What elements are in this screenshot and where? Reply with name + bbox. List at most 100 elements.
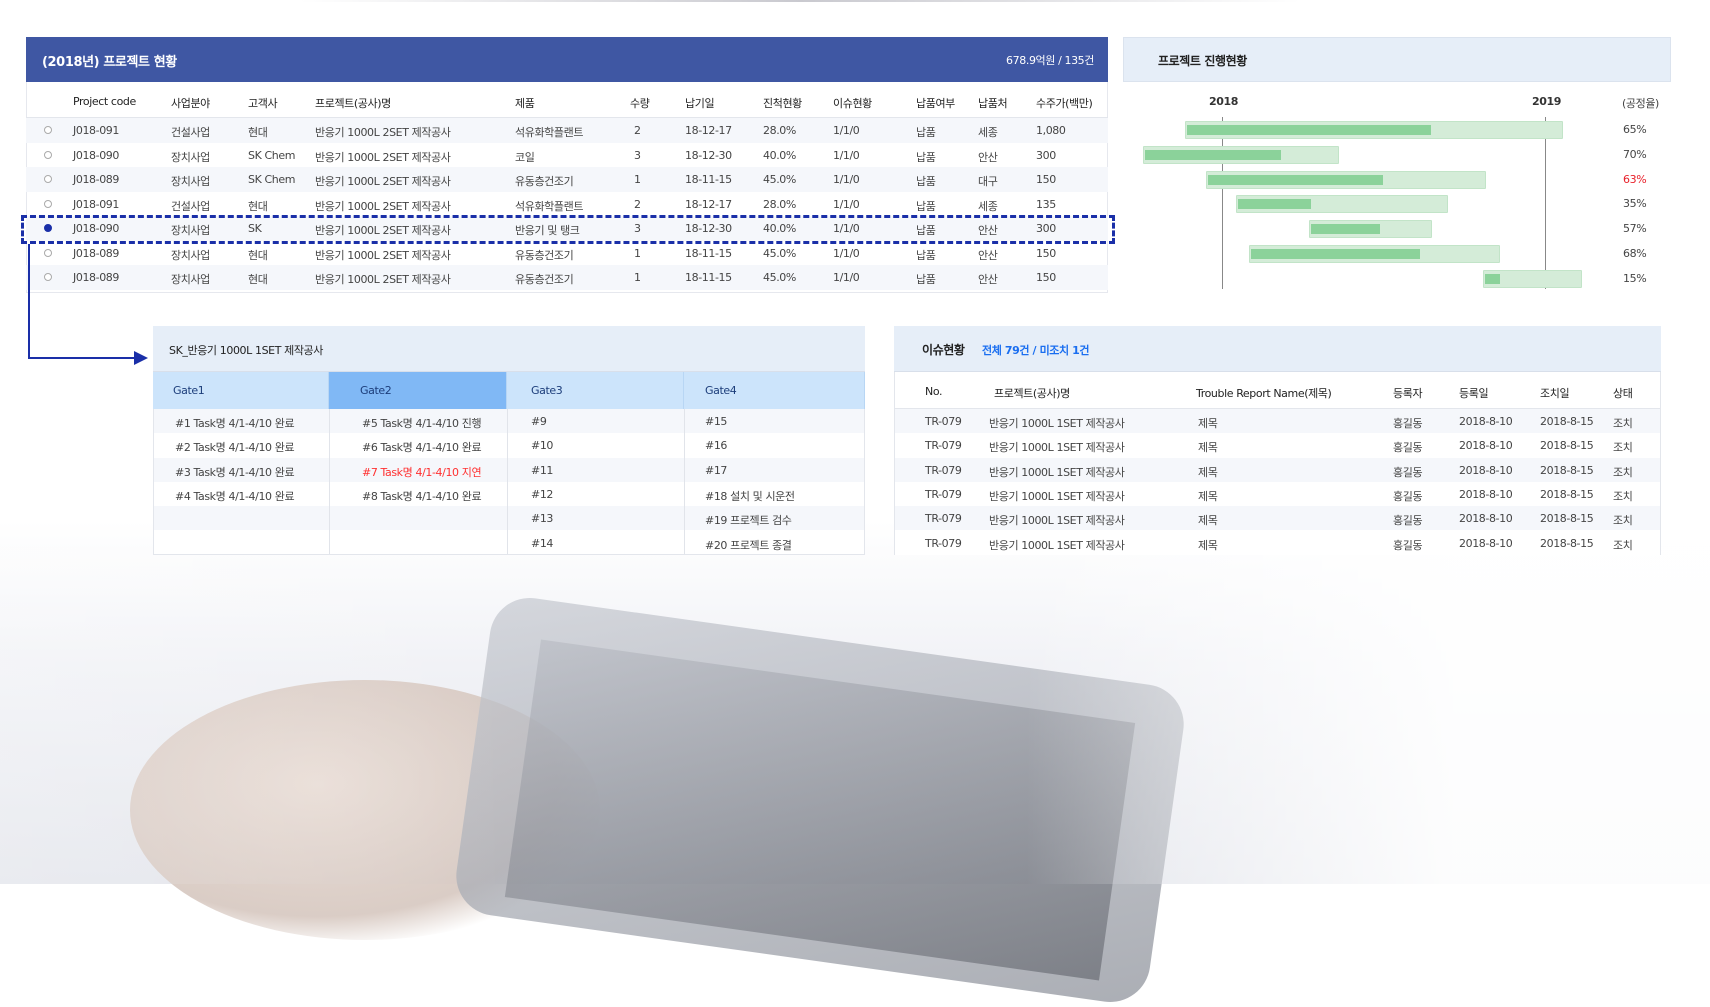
header-divider: [26, 117, 1108, 118]
progress-rate: 70%: [1623, 147, 1647, 161]
issue-row[interactable]: [895, 530, 1660, 555]
table-cell: 반응기 및 탱크: [515, 224, 580, 237]
gate-task[interactable]: #3 Task명 4/1-4/10 완료: [175, 465, 295, 479]
column-header: 납기일: [685, 97, 715, 110]
row-radio[interactable]: [44, 224, 52, 232]
issue-row[interactable]: [895, 481, 1660, 507]
table-cell: 45.0%: [763, 173, 796, 186]
gate-task[interactable]: #8 Task명 4/1-4/10 완료: [362, 489, 482, 503]
issue-cell: 홍길동: [1393, 465, 1423, 479]
table-cell: 1/1/0: [833, 124, 860, 137]
table-cell: 세종: [978, 199, 998, 213]
row-radio[interactable]: [44, 199, 52, 208]
gate-task[interactable]: #16: [705, 439, 728, 453]
gate-task[interactable]: #20 프로젝트 종결: [705, 538, 792, 552]
table-cell: 1/1/0: [833, 173, 860, 186]
table-cell: 28.0%: [763, 197, 796, 211]
gantt-bar[interactable]: [1482, 269, 1583, 288]
gate-label: Gate2: [360, 384, 392, 397]
table-cell: SK: [248, 222, 262, 235]
table-row[interactable]: [26, 167, 1108, 192]
gate-task[interactable]: #19 프로젝트 검수: [705, 514, 792, 528]
table-cell: 1/1/0: [833, 148, 860, 162]
gate-panel-title: SK_반응기 1000L 1SET 제작공사: [169, 344, 323, 357]
table-cell: 18-12-17: [685, 197, 732, 211]
gate-label: Gate1: [173, 384, 205, 397]
issue-summary[interactable]: 전체 79건 / 미조치 1건: [982, 344, 1090, 357]
issue-cell: 반응기 1000L 1SET 제작공사: [989, 465, 1125, 479]
issue-row[interactable]: [895, 433, 1660, 458]
gate-task[interactable]: #2 Task명 4/1-4/10 완료: [175, 441, 295, 455]
table-cell: J018-090: [73, 148, 120, 162]
issue-cell: 조치: [1613, 514, 1633, 528]
column-header: 수량: [630, 97, 650, 110]
connector-line: [28, 357, 140, 359]
gate-task[interactable]: #7 Task명 4/1-4/10 지연: [362, 465, 482, 479]
table-cell: 코일: [515, 150, 535, 164]
table-row[interactable]: [26, 265, 1108, 290]
gantt-bar[interactable]: [1184, 121, 1564, 139]
gate-tab-1[interactable]: Gate1: [153, 372, 329, 409]
issue-cell: 2018-8-15: [1540, 439, 1594, 453]
row-radio[interactable]: [44, 175, 52, 183]
gate-task[interactable]: #1 Task명 4/1-4/10 완료: [175, 417, 295, 430]
progress-rate: 57%: [1623, 222, 1647, 236]
gate-task[interactable]: #9: [531, 415, 547, 428]
issue-cell: 반응기 1000L 1SET 제작공사: [989, 417, 1125, 430]
gate-tab-2[interactable]: Gate2: [329, 372, 507, 409]
row-radio[interactable]: [44, 126, 52, 134]
progress-rate: 65%: [1623, 123, 1647, 136]
gate-tab-3[interactable]: Gate3: [507, 372, 684, 409]
gantt-bar[interactable]: [1308, 220, 1432, 239]
gate-task[interactable]: #11: [531, 463, 554, 477]
table-cell: 18-11-15: [685, 173, 732, 186]
table-row[interactable]: [26, 216, 1108, 241]
gate-task[interactable]: #15: [705, 415, 728, 428]
gate-task[interactable]: #10: [531, 439, 554, 453]
issue-cell: 제목: [1198, 538, 1218, 552]
gantt-bar[interactable]: [1249, 245, 1501, 263]
gate-task[interactable]: #6 Task명 4/1-4/10 완료: [362, 441, 482, 455]
gate-tab-4[interactable]: Gate4: [684, 372, 865, 409]
gantt-bar[interactable]: [1205, 170, 1487, 189]
column-header: 등록자: [1393, 387, 1423, 400]
table-cell: 40.0%: [763, 222, 796, 235]
row-radio[interactable]: [44, 273, 52, 281]
gantt-progress-fill: [1310, 224, 1380, 235]
gate-task[interactable]: #12: [531, 487, 554, 501]
column-header: No.: [925, 385, 943, 398]
gantt-progress-fill: [1186, 125, 1432, 135]
rate-header: (공정율): [1622, 97, 1659, 110]
gate-task[interactable]: #13: [531, 512, 554, 526]
column-header: 프로젝트(공사)명: [315, 97, 391, 110]
gantt-bar[interactable]: [1142, 145, 1339, 164]
issue-cell: 홍길동: [1393, 514, 1423, 528]
table-row[interactable]: [26, 118, 1108, 143]
gate-task[interactable]: #14: [531, 536, 554, 550]
table-cell: 현대: [248, 126, 268, 139]
issue-cell: TR-079: [925, 487, 962, 501]
table-cell: 안산: [978, 224, 998, 237]
project-table-header: (2018년) 프로젝트 현황 678.9억원 / 135건: [26, 37, 1108, 82]
issue-row[interactable]: [895, 409, 1660, 434]
gantt-bar[interactable]: [1235, 195, 1449, 214]
issue-row[interactable]: [895, 457, 1660, 482]
issue-cell: 제목: [1198, 489, 1218, 503]
issue-row[interactable]: [895, 506, 1660, 531]
table-cell: 1/1/0: [833, 271, 860, 284]
column-header: 사업분야: [171, 97, 210, 110]
gate-task[interactable]: #18 설치 및 시운전: [705, 489, 795, 503]
row-radio[interactable]: [44, 248, 52, 257]
table-cell: 장치사업: [171, 248, 210, 262]
table-cell: 18-11-15: [685, 271, 732, 284]
gate-task[interactable]: #5 Task명 4/1-4/10 진행: [362, 417, 482, 430]
gate-task[interactable]: #17: [705, 463, 728, 477]
gate-label: Gate3: [531, 384, 563, 397]
gate-panel-header: SK_반응기 1000L 1SET 제작공사: [153, 326, 865, 372]
row-radio[interactable]: [44, 150, 52, 159]
table-cell: J018-089: [73, 246, 120, 260]
issue-cell: 홍길동: [1393, 417, 1423, 430]
table-cell: 현대: [248, 273, 268, 286]
issue-cell: TR-079: [925, 439, 962, 453]
gate-task[interactable]: #4 Task명 4/1-4/10 완료: [175, 489, 295, 503]
